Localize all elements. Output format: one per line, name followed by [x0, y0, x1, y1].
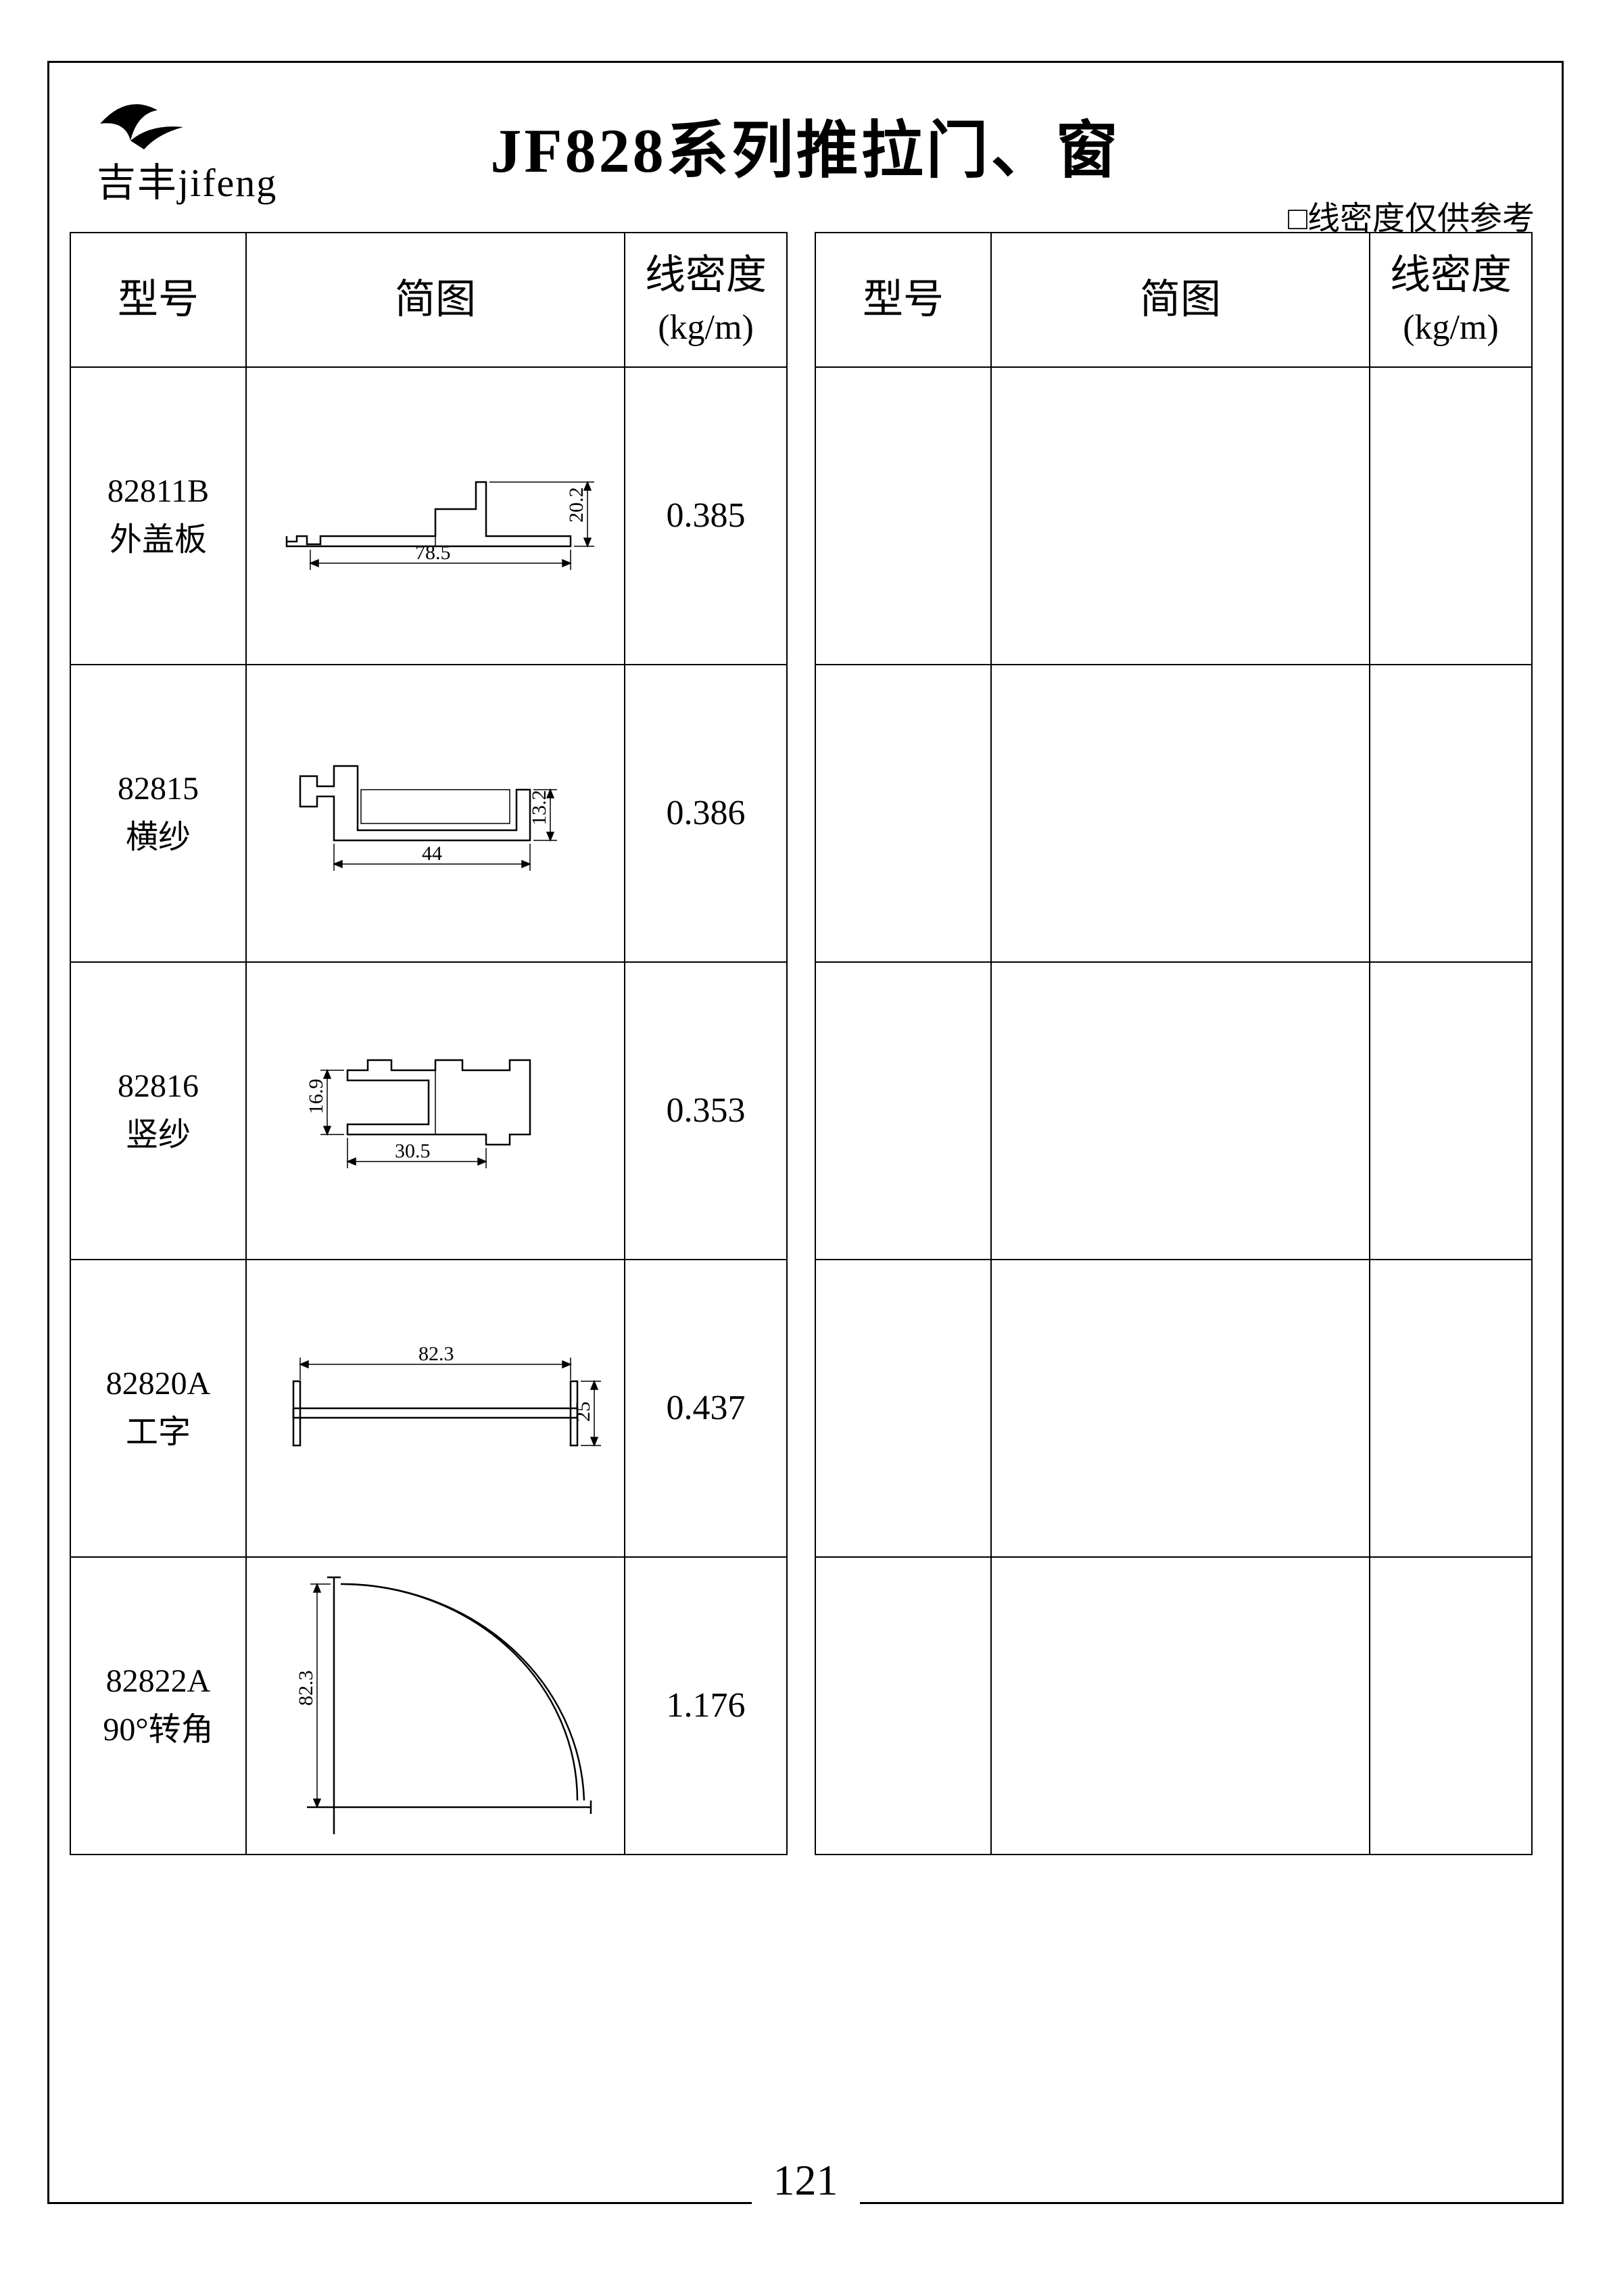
- density-cell: [1370, 962, 1532, 1260]
- header-density-l1: 线密度: [645, 253, 767, 297]
- header-density: 线密度 (kg/m): [1370, 233, 1532, 367]
- dim-height: 20.2: [565, 487, 587, 523]
- tables-container: 型号 简图 线密度 (kg/m) 82811B 外盖板: [49, 232, 1562, 1855]
- model-cell: [815, 962, 991, 1260]
- diagram-cell: [991, 665, 1370, 962]
- header-diagram: 简图: [991, 233, 1370, 367]
- density-cell: [1370, 1557, 1532, 1855]
- page-frame: 吉丰jifeng JF828系列推拉门、窗 □线密度仅供参考 型号 简图 线密度…: [47, 61, 1564, 2204]
- diagram-cell: [991, 1260, 1370, 1557]
- dim-width: 30.5: [395, 1140, 431, 1162]
- dim-width: 78.5: [415, 542, 451, 564]
- diagram-cell: 44 13.2: [246, 665, 625, 962]
- header-density-l2: (kg/m): [1373, 304, 1529, 353]
- dim-radius: 82.3: [295, 1670, 317, 1706]
- diagram-cell: 78.5 20.2: [246, 367, 625, 665]
- profile-diagram-82811B: 78.5 20.2: [260, 435, 611, 597]
- table-header-row: 型号 简图 线密度 (kg/m): [70, 233, 787, 367]
- spec-table-right: 型号 简图 线密度 (kg/m): [815, 232, 1533, 1855]
- table-row: [815, 665, 1532, 962]
- model-code: 82811B: [78, 467, 239, 516]
- page-number: 121: [752, 2155, 860, 2205]
- density-cell: [1370, 1260, 1532, 1557]
- model-name: 外盖板: [78, 516, 239, 565]
- density-note: □线密度仅供参考: [1288, 191, 1535, 239]
- density-cell: [1370, 367, 1532, 665]
- model-name: 横纱: [78, 813, 239, 862]
- spec-table-left: 型号 简图 线密度 (kg/m) 82811B 外盖板: [70, 232, 788, 1855]
- profile-diagram-82815: 44 13.2: [260, 725, 611, 901]
- diagram-cell: 16.9 30.5: [246, 962, 625, 1260]
- model-cell: 82816 竖纱: [70, 962, 246, 1260]
- model-cell: 82820A 工字: [70, 1260, 246, 1557]
- table-row: 82816 竖纱 16.9: [70, 962, 787, 1260]
- table-row: [815, 1557, 1532, 1855]
- page-header: 吉丰jifeng JF828系列推拉门、窗 □线密度仅供参考: [49, 63, 1562, 232]
- diagram-cell: 82.3 25: [246, 1260, 625, 1557]
- model-cell: 82822A 90°转角: [70, 1557, 246, 1855]
- header-model: 型号: [815, 233, 991, 367]
- dim-height: 25: [572, 1402, 594, 1422]
- table-row: [815, 1260, 1532, 1557]
- profile-diagram-82816: 16.9 30.5: [260, 1023, 611, 1199]
- diagram-cell: [991, 367, 1370, 665]
- profile-diagram-82820A: 82.3 25: [260, 1327, 611, 1489]
- header-diagram: 简图: [246, 233, 625, 367]
- model-cell: 82815 横纱: [70, 665, 246, 962]
- model-cell: [815, 665, 991, 962]
- density-cell: 0.386: [625, 665, 787, 962]
- density-cell: [1370, 665, 1532, 962]
- model-name: 90°转角: [78, 1706, 239, 1754]
- density-cell: 0.353: [625, 962, 787, 1260]
- model-cell: [815, 367, 991, 665]
- dim-width: 44: [422, 842, 442, 865]
- model-cell: [815, 1260, 991, 1557]
- table-row: 82815 横纱 44: [70, 665, 787, 962]
- table-row: 82811B 外盖板: [70, 367, 787, 665]
- model-name: 工字: [78, 1408, 239, 1457]
- model-code: 82820A: [78, 1360, 239, 1408]
- dim-height: 13.2: [528, 790, 550, 826]
- table-header-row: 型号 简图 线密度 (kg/m): [815, 233, 1532, 367]
- table-row: 82822A 90°转角: [70, 1557, 787, 1855]
- header-model: 型号: [70, 233, 246, 367]
- model-code: 82815: [78, 765, 239, 813]
- model-code: 82816: [78, 1062, 239, 1111]
- dim-width: 82.3: [418, 1343, 454, 1365]
- page-title: JF828系列推拉门、窗: [49, 100, 1562, 190]
- diagram-cell: [991, 962, 1370, 1260]
- table-row: 82820A 工字: [70, 1260, 787, 1557]
- diagram-cell: 82.3: [246, 1557, 625, 1855]
- diagram-cell: [991, 1557, 1370, 1855]
- model-cell: [815, 1557, 991, 1855]
- header-density: 线密度 (kg/m): [625, 233, 787, 367]
- density-cell: 0.385: [625, 367, 787, 665]
- profile-diagram-82822A: 82.3: [253, 1564, 618, 1848]
- model-cell: 82811B 外盖板: [70, 367, 246, 665]
- header-density-l2: (kg/m): [628, 304, 784, 353]
- model-code: 82822A: [78, 1657, 239, 1706]
- model-name: 竖纱: [78, 1111, 239, 1159]
- table-row: [815, 962, 1532, 1260]
- table-row: [815, 367, 1532, 665]
- header-density-l1: 线密度: [1390, 253, 1512, 297]
- density-cell: 0.437: [625, 1260, 787, 1557]
- dim-height: 16.9: [305, 1078, 327, 1114]
- density-cell: 1.176: [625, 1557, 787, 1855]
